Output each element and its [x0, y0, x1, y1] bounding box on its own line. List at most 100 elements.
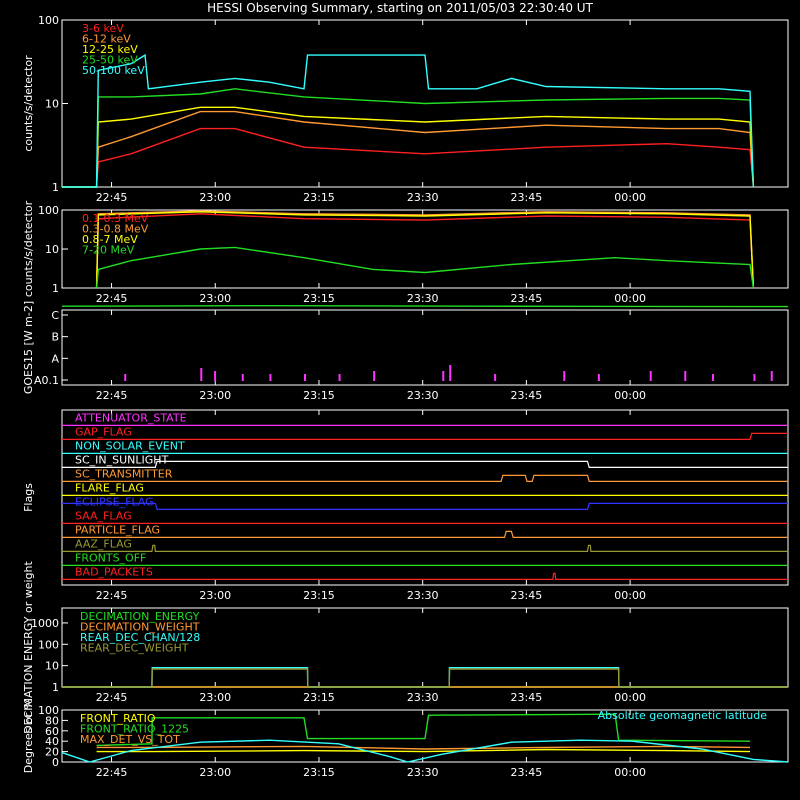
y-tick-label: 10	[45, 243, 59, 256]
x-tick-label: 00:00	[614, 691, 646, 704]
x-tick-label: 22:45	[96, 191, 128, 204]
x-tick-label: 23:30	[407, 191, 439, 204]
x-tick-label: 23:30	[407, 389, 439, 402]
y-tick-label: 40	[45, 735, 59, 748]
series-line	[95, 246, 755, 289]
series-line	[62, 106, 755, 188]
series-line	[96, 713, 751, 747]
goes-burst	[373, 371, 376, 381]
panel-high-energy: 22:45 23:00 23:15 23:30 23:45 00:00 counts/s/d…	[22, 200, 789, 305]
series-line	[61, 739, 789, 763]
series-line	[62, 53, 755, 188]
y-tick-label: 100	[38, 14, 59, 27]
flag-line	[62, 530, 788, 539]
x-tick-label: 23:15	[303, 191, 335, 204]
legend-entry: 7-20 MeV	[82, 244, 135, 257]
legend-entry: FRONT_RATIO	[80, 712, 156, 725]
panel-decimation: 22:45 23:00 23:15 23:30 23:45 00:00 DECIMATION…	[22, 560, 789, 734]
goes-burst	[241, 374, 244, 381]
x-tick-label: 23:30	[407, 292, 439, 305]
series-line	[62, 88, 755, 188]
y-tick-label: 80	[45, 714, 59, 727]
y-tick-label: 1000	[31, 617, 59, 630]
x-tick-label: 23:15	[303, 389, 335, 402]
legend-entry: 25-50 keV	[82, 54, 138, 67]
chart-title: HESSI Observing Summary, starting on 201…	[207, 1, 593, 15]
flag-label: FRONTS_OFF	[75, 551, 146, 564]
x-tick-label: 23:00	[199, 691, 231, 704]
legend-entry: 50-100 keV	[82, 64, 145, 77]
legend-entry: 0.8-7 MeV	[82, 233, 138, 246]
flag-label: ATTENUATOR_STATE	[75, 411, 187, 424]
y-tick-label: 1	[52, 681, 59, 694]
series-line	[96, 745, 751, 750]
flag-label: SAA_FLAG	[75, 509, 132, 522]
panel-flags: 22:45 23:00 23:15 23:30 23:45 00:00 Flags ATTEN…	[22, 409, 789, 602]
goes-burst	[200, 368, 203, 381]
flag-label: PARTICLE_FLAG	[75, 523, 160, 536]
y-axis-label: counts/s/detector	[22, 55, 35, 152]
series-line	[62, 667, 788, 688]
goes-burst	[269, 374, 272, 381]
flag-label: ECLIPSE_FLAG	[75, 495, 154, 508]
y-tick-label: 20	[45, 746, 59, 759]
flag-label: SC_IN_SUNLIGHT	[75, 453, 169, 466]
series-line	[95, 210, 755, 289]
y-tick-label: 100	[38, 704, 59, 717]
series-line	[95, 211, 755, 289]
legend-entry: FRONT_RATIO_1225	[80, 723, 189, 736]
legend-entry: MAX_DET_VS_TOT	[80, 733, 180, 746]
x-tick-label: 22:45	[96, 389, 128, 402]
x-tick-label: 23:15	[303, 766, 335, 779]
legend-entry: DECIMATION_ENERGY	[80, 610, 200, 623]
goes-burst	[597, 374, 600, 381]
legend-entry: 0.1-0.3 MeV	[82, 212, 149, 225]
panel-frame	[61, 209, 789, 289]
y-axis-label: counts/s/detector	[22, 200, 35, 297]
flag-label: FLARE_FLAG	[75, 481, 144, 494]
flag-label: GAP_FLAG	[75, 425, 132, 438]
x-tick-label: 22:45	[96, 292, 128, 305]
series-line	[96, 748, 751, 753]
x-tick-label: 23:30	[407, 691, 439, 704]
y-tick-label: 100	[38, 204, 59, 217]
y-axis-label: GOES15 [W m-2]	[22, 301, 35, 394]
x-tick-label: 23:00	[199, 191, 231, 204]
y-tick-label: 100	[38, 638, 59, 651]
legend-entry: DECIMATION_WEIGHT	[80, 621, 200, 634]
x-tick-label: 23:45	[511, 389, 543, 402]
y-tick-label: A	[51, 352, 59, 365]
y-axis-label: Degrees or %	[22, 699, 35, 773]
panel-frame	[61, 709, 789, 763]
goes-burst	[753, 374, 756, 381]
annotation: Absolute geomagnetic latitude	[598, 709, 768, 722]
goes-burst	[563, 371, 566, 381]
legend-entry: 6-12 keV	[82, 33, 131, 46]
y-tick-label: 10	[45, 660, 59, 673]
x-tick-label: 00:00	[614, 389, 646, 402]
y-tick-label: 60	[45, 725, 59, 738]
legend-entry: 12-25 keV	[82, 43, 138, 56]
legend-entry: 0.3-0.8 MeV	[82, 223, 149, 236]
flag-line	[62, 502, 788, 510]
panel-ratios: 22:45 23:00 23:15 23:30 23:45 00:00 Degrees or…	[22, 699, 789, 779]
x-tick-label: 00:00	[614, 292, 646, 305]
y-tick-label: A0.1	[34, 374, 59, 387]
x-tick-label: 23:45	[511, 766, 543, 779]
flag-label: NON_SOLAR_EVENT	[75, 439, 185, 452]
x-tick-label: 23:30	[407, 589, 439, 602]
legend-entry: REAR_DEC_WEIGHT	[80, 642, 189, 655]
flag-label: AAZ_FLAG	[75, 537, 132, 550]
y-tick-label: 0	[52, 756, 59, 769]
y-tick-label: 1	[52, 181, 59, 194]
y-tick-label: C	[51, 309, 59, 322]
x-tick-label: 23:00	[199, 389, 231, 402]
flag-label: BAD_PACKETS	[75, 565, 153, 578]
x-tick-label: 23:00	[199, 589, 231, 602]
y-tick-label: 10	[45, 98, 59, 111]
x-tick-label: 23:45	[511, 589, 543, 602]
goes-burst	[649, 371, 652, 381]
x-tick-label: 22:45	[96, 766, 128, 779]
goes-burst	[770, 371, 773, 381]
